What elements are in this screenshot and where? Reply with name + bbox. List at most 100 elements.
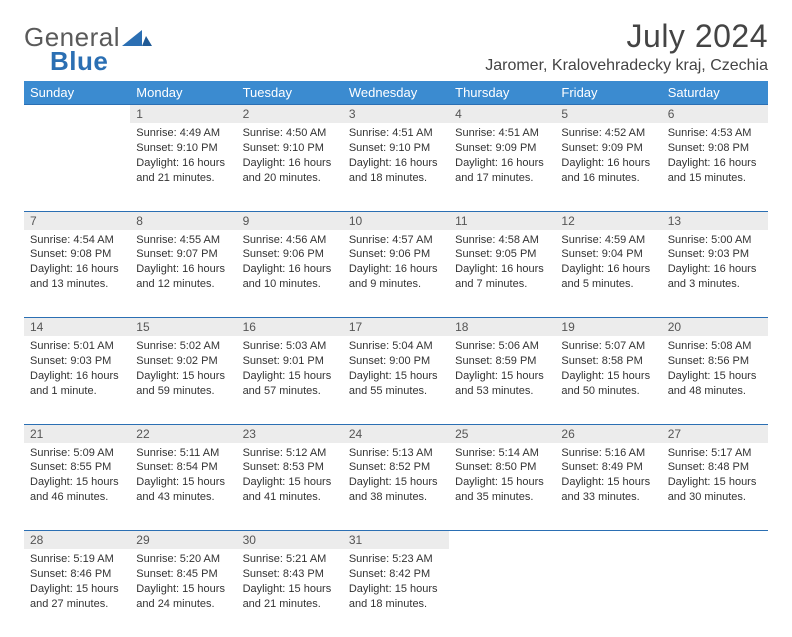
sunset-line: Sunset: 9:03 PM bbox=[668, 247, 762, 262]
sunset-line: Sunset: 9:08 PM bbox=[668, 141, 762, 156]
daylight-line: Daylight: 15 hours and 55 minutes. bbox=[349, 369, 443, 399]
day-cell: Sunrise: 4:59 AMSunset: 9:04 PMDaylight:… bbox=[555, 230, 661, 318]
sunrise-line: Sunrise: 5:04 AM bbox=[349, 339, 443, 354]
sunset-line: Sunset: 8:53 PM bbox=[243, 460, 337, 475]
logo: General Blue bbox=[24, 18, 152, 53]
day-number: 10 bbox=[343, 211, 449, 230]
sunset-line: Sunset: 8:54 PM bbox=[136, 460, 230, 475]
daylight-line: Daylight: 15 hours and 18 minutes. bbox=[349, 582, 443, 612]
sunrise-line: Sunrise: 5:08 AM bbox=[668, 339, 762, 354]
daylight-line: Daylight: 15 hours and 57 minutes. bbox=[243, 369, 337, 399]
day-cell: Sunrise: 4:49 AMSunset: 9:10 PMDaylight:… bbox=[130, 123, 236, 211]
day-number: 5 bbox=[555, 105, 661, 124]
logo-word-blue: Blue bbox=[50, 46, 108, 77]
day-cell: Sunrise: 4:53 AMSunset: 9:08 PMDaylight:… bbox=[662, 123, 768, 211]
sunrise-line: Sunrise: 5:17 AM bbox=[668, 446, 762, 461]
sunset-line: Sunset: 9:06 PM bbox=[243, 247, 337, 262]
daylight-line: Daylight: 15 hours and 27 minutes. bbox=[30, 582, 124, 612]
day-cell: Sunrise: 4:52 AMSunset: 9:09 PMDaylight:… bbox=[555, 123, 661, 211]
sunset-line: Sunset: 8:49 PM bbox=[561, 460, 655, 475]
day-cell: Sunrise: 4:55 AMSunset: 9:07 PMDaylight:… bbox=[130, 230, 236, 318]
day-cell: Sunrise: 5:12 AMSunset: 8:53 PMDaylight:… bbox=[237, 443, 343, 531]
day-number: 9 bbox=[237, 211, 343, 230]
daylight-line: Daylight: 15 hours and 53 minutes. bbox=[455, 369, 549, 399]
daylight-line: Daylight: 15 hours and 46 minutes. bbox=[30, 475, 124, 505]
day-number: 12 bbox=[555, 211, 661, 230]
sunset-line: Sunset: 9:04 PM bbox=[561, 247, 655, 262]
daylight-line: Daylight: 16 hours and 16 minutes. bbox=[561, 156, 655, 186]
sunset-line: Sunset: 9:02 PM bbox=[136, 354, 230, 369]
sunrise-line: Sunrise: 4:54 AM bbox=[30, 233, 124, 248]
day-cell: Sunrise: 5:08 AMSunset: 8:56 PMDaylight:… bbox=[662, 336, 768, 424]
day-number: 31 bbox=[343, 531, 449, 550]
daylight-line: Daylight: 15 hours and 24 minutes. bbox=[136, 582, 230, 612]
sunrise-line: Sunrise: 4:59 AM bbox=[561, 233, 655, 248]
day-number: 1 bbox=[130, 105, 236, 124]
day-cell: Sunrise: 4:58 AMSunset: 9:05 PMDaylight:… bbox=[449, 230, 555, 318]
daylight-line: Daylight: 16 hours and 20 minutes. bbox=[243, 156, 337, 186]
month-title: July 2024 bbox=[485, 18, 768, 55]
day-number: 18 bbox=[449, 318, 555, 337]
day-cell: Sunrise: 4:50 AMSunset: 9:10 PMDaylight:… bbox=[237, 123, 343, 211]
day-cell: Sunrise: 4:51 AMSunset: 9:10 PMDaylight:… bbox=[343, 123, 449, 211]
sunset-line: Sunset: 9:10 PM bbox=[136, 141, 230, 156]
weekday-header: Sunday bbox=[24, 81, 130, 105]
day-number: 6 bbox=[662, 105, 768, 124]
day-number: 7 bbox=[24, 211, 130, 230]
daylight-line: Daylight: 15 hours and 50 minutes. bbox=[561, 369, 655, 399]
daylight-line: Daylight: 15 hours and 35 minutes. bbox=[455, 475, 549, 505]
daylight-line: Daylight: 15 hours and 43 minutes. bbox=[136, 475, 230, 505]
sunset-line: Sunset: 8:56 PM bbox=[668, 354, 762, 369]
sunset-line: Sunset: 9:03 PM bbox=[30, 354, 124, 369]
day-cell: Sunrise: 4:54 AMSunset: 9:08 PMDaylight:… bbox=[24, 230, 130, 318]
weekday-header: Monday bbox=[130, 81, 236, 105]
weekday-header: Saturday bbox=[662, 81, 768, 105]
day-number: 24 bbox=[343, 424, 449, 443]
day-number: 22 bbox=[130, 424, 236, 443]
day-cell: Sunrise: 5:14 AMSunset: 8:50 PMDaylight:… bbox=[449, 443, 555, 531]
day-number: 20 bbox=[662, 318, 768, 337]
sunset-line: Sunset: 9:09 PM bbox=[561, 141, 655, 156]
sunrise-line: Sunrise: 5:11 AM bbox=[136, 446, 230, 461]
sunset-line: Sunset: 8:55 PM bbox=[30, 460, 124, 475]
day-number: 4 bbox=[449, 105, 555, 124]
sunrise-line: Sunrise: 5:19 AM bbox=[30, 552, 124, 567]
day-cell: Sunrise: 5:02 AMSunset: 9:02 PMDaylight:… bbox=[130, 336, 236, 424]
daylight-line: Daylight: 16 hours and 13 minutes. bbox=[30, 262, 124, 292]
day-number: 13 bbox=[662, 211, 768, 230]
daylight-line: Daylight: 15 hours and 41 minutes. bbox=[243, 475, 337, 505]
day-cell: Sunrise: 5:21 AMSunset: 8:43 PMDaylight:… bbox=[237, 549, 343, 637]
day-number: 28 bbox=[24, 531, 130, 550]
daylight-line: Daylight: 16 hours and 7 minutes. bbox=[455, 262, 549, 292]
sunset-line: Sunset: 9:10 PM bbox=[349, 141, 443, 156]
sunrise-line: Sunrise: 4:58 AM bbox=[455, 233, 549, 248]
day-number: 30 bbox=[237, 531, 343, 550]
daylight-line: Daylight: 15 hours and 33 minutes. bbox=[561, 475, 655, 505]
day-cell: Sunrise: 5:23 AMSunset: 8:42 PMDaylight:… bbox=[343, 549, 449, 637]
day-number: 25 bbox=[449, 424, 555, 443]
day-number: 29 bbox=[130, 531, 236, 550]
day-number: 21 bbox=[24, 424, 130, 443]
weekday-header: Thursday bbox=[449, 81, 555, 105]
sunset-line: Sunset: 8:48 PM bbox=[668, 460, 762, 475]
sunrise-line: Sunrise: 5:14 AM bbox=[455, 446, 549, 461]
sunset-line: Sunset: 9:01 PM bbox=[243, 354, 337, 369]
sunrise-line: Sunrise: 4:51 AM bbox=[455, 126, 549, 141]
day-cell: Sunrise: 5:19 AMSunset: 8:46 PMDaylight:… bbox=[24, 549, 130, 637]
sunrise-line: Sunrise: 4:57 AM bbox=[349, 233, 443, 248]
daylight-line: Daylight: 15 hours and 30 minutes. bbox=[668, 475, 762, 505]
weekday-header: Tuesday bbox=[237, 81, 343, 105]
sunrise-line: Sunrise: 4:49 AM bbox=[136, 126, 230, 141]
daylight-line: Daylight: 16 hours and 3 minutes. bbox=[668, 262, 762, 292]
day-cell: Sunrise: 5:20 AMSunset: 8:45 PMDaylight:… bbox=[130, 549, 236, 637]
empty-cell bbox=[449, 549, 555, 637]
day-number: 17 bbox=[343, 318, 449, 337]
daylight-line: Daylight: 16 hours and 15 minutes. bbox=[668, 156, 762, 186]
day-cell: Sunrise: 4:51 AMSunset: 9:09 PMDaylight:… bbox=[449, 123, 555, 211]
daylight-line: Daylight: 16 hours and 12 minutes. bbox=[136, 262, 230, 292]
sunset-line: Sunset: 9:09 PM bbox=[455, 141, 549, 156]
day-cell: Sunrise: 5:09 AMSunset: 8:55 PMDaylight:… bbox=[24, 443, 130, 531]
empty-cell bbox=[662, 549, 768, 637]
empty-cell bbox=[555, 549, 661, 637]
empty-cell bbox=[662, 531, 768, 550]
